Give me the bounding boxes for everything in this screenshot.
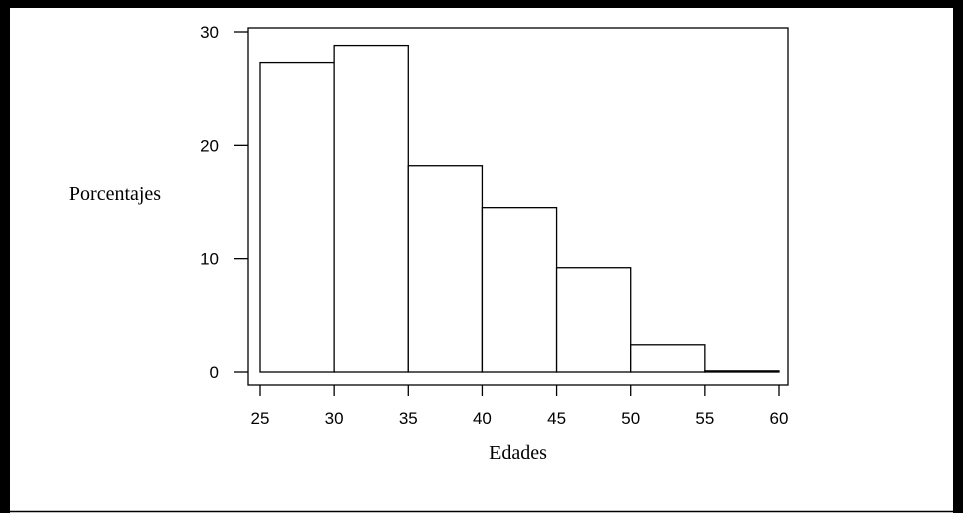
histogram-bars — [259, 44, 780, 373]
x-tick-label: 35 — [399, 409, 418, 428]
frame-left-bar — [0, 0, 10, 513]
frame-right-bar — [953, 0, 963, 513]
histogram-bar-35-40 — [407, 165, 484, 373]
histogram-bar-45-50 — [555, 267, 632, 373]
x-axis: 25 30 35 40 45 50 55 60 — [251, 385, 789, 428]
y-tick-label: 20 — [200, 136, 219, 155]
y-axis: 0 10 20 30 — [200, 23, 248, 382]
x-tick-label: 55 — [695, 409, 714, 428]
x-tick-label: 25 — [251, 409, 270, 428]
histogram-bar-40-45 — [481, 207, 558, 373]
x-tick-label: 40 — [473, 409, 492, 428]
chart-title: Edades — [453, 0, 511, 8]
x-tick-label: 45 — [547, 409, 566, 428]
x-axis-title: Edades — [489, 442, 547, 464]
y-tick-label: 10 — [200, 250, 219, 269]
y-tick-label: 0 — [210, 363, 219, 382]
x-tick-label: 50 — [621, 409, 640, 428]
x-tick-label: 30 — [325, 409, 344, 428]
histogram-bar-30-35 — [333, 44, 409, 373]
histogram-bar-55-60 — [704, 370, 780, 373]
plot-frame — [247, 27, 789, 386]
y-tick-label: 30 — [200, 23, 219, 42]
y-axis-title: Porcentajes — [69, 183, 161, 205]
x-tick-label: 60 — [770, 409, 789, 428]
histogram-bar-25-30 — [259, 61, 335, 373]
frame-top-bar — [0, 0, 963, 8]
histogram-bar-50-55 — [630, 344, 706, 373]
